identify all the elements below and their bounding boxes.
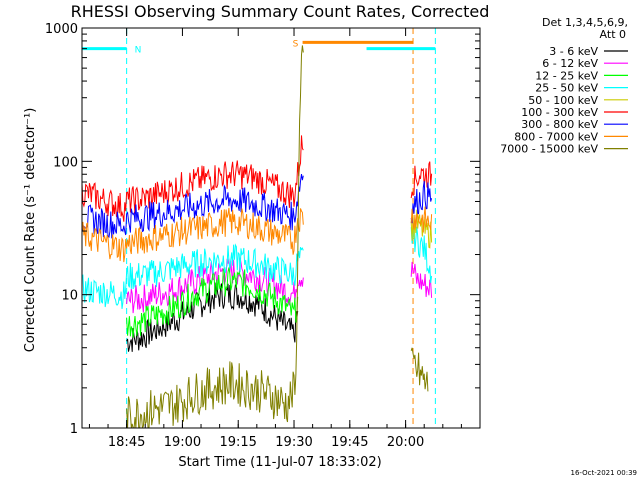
legend-label-6: 300 - 800 keV <box>521 118 598 131</box>
series-line-7-0 <box>82 207 304 263</box>
y-tick-label-1: 10 <box>61 289 78 304</box>
legend-label-0: 3 - 6 keV <box>549 45 598 58</box>
flag-label-0: N <box>135 46 142 56</box>
x-axis-label: Start Time (11-Jul-07 18:33:02) <box>178 455 381 470</box>
x-tick-label-1: 19:00 <box>164 435 201 450</box>
series-line-8-0 <box>126 45 304 428</box>
series-line-6-1 <box>410 181 433 224</box>
y-tick-label-2: 100 <box>53 155 78 170</box>
series-line-2-0 <box>126 267 299 338</box>
series-line-6-0 <box>82 174 304 239</box>
series-line-3-0 <box>82 243 304 309</box>
series-line-1-1 <box>410 261 433 298</box>
legend-label-3: 25 - 50 keV <box>535 82 598 95</box>
x-tick-label-4: 19:45 <box>331 435 368 450</box>
legend-label-7: 800 - 7000 keV <box>514 130 598 143</box>
series-line-5-1 <box>410 161 433 199</box>
legend-label-5: 100 - 300 keV <box>521 106 598 119</box>
plot-frame <box>81 27 481 429</box>
series-line-5-0 <box>82 135 304 222</box>
plot-marks: NS <box>82 28 436 428</box>
legend-label-4: 50 - 100 keV <box>528 94 598 107</box>
y-axis-label: Corrected Count Rate (s⁻¹ detector⁻¹) <box>23 108 38 353</box>
x-tick-label-2: 19:15 <box>219 435 256 450</box>
flag-label-1: S <box>293 39 299 49</box>
legend-label-8: 7000 - 15000 keV <box>500 143 598 156</box>
y-tick-label-3: 1000 <box>45 22 78 37</box>
series-line-0-0 <box>126 282 299 352</box>
legend-header-1: Det 1,3,4,5,6,9, <box>542 16 628 29</box>
y-tick-label-0: 1 <box>70 422 78 437</box>
legend-header-2: Att 0 <box>600 28 626 41</box>
series-line-3-1 <box>410 222 433 283</box>
x-tick-label-5: 20:00 <box>387 435 424 450</box>
legend-label-2: 12 - 25 keV <box>535 69 598 82</box>
x-tick-label-3: 19:30 <box>275 435 312 450</box>
legend-label-1: 6 - 12 keV <box>542 57 598 70</box>
generation-date: 16-Oct-2021 00:39 <box>571 469 637 477</box>
series-line-7-1 <box>410 206 433 233</box>
chart-title: RHESSI Observing Summary Count Rates, Co… <box>71 2 490 21</box>
series-line-8-1 <box>410 347 429 392</box>
x-tick-label-0: 18:45 <box>108 435 145 450</box>
axes: 18:45 19:00 19:15 19:30 19:45 20:00 1 10 100 1000 <box>45 22 480 450</box>
series-line-1-0 <box>126 257 304 314</box>
